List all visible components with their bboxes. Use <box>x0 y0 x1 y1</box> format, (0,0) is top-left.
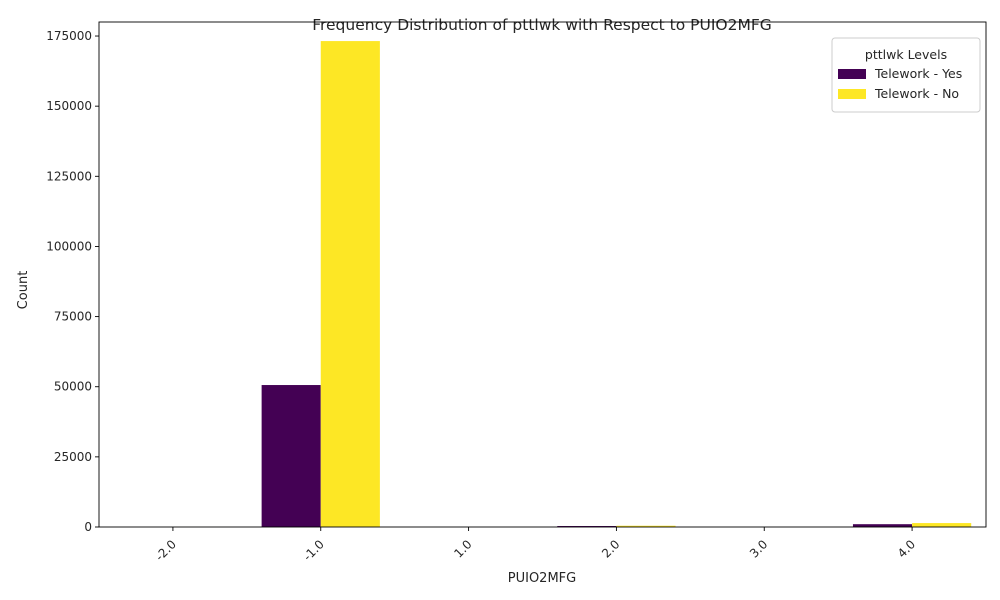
legend-box <box>831 37 981 113</box>
y-axis-label: Count <box>16 271 31 310</box>
y-tick-label: 50000 <box>54 380 92 394</box>
legend-items: Telework - Yes Telework - No <box>838 66 962 101</box>
bar-telework-yes-5 <box>852 524 913 527</box>
x-tick-label: 2.0 <box>599 537 622 560</box>
x-tick-label: -2.0 <box>153 537 179 563</box>
y-tick-label: 0 <box>84 520 92 534</box>
y-tick-label: 175000 <box>46 29 92 43</box>
bar-telework-no-1 <box>320 41 380 527</box>
x-tick-label: 4.0 <box>895 537 918 560</box>
y-tick-label: 25000 <box>54 450 92 464</box>
y-tick-label: 75000 <box>54 310 92 324</box>
legend-entry-label: Telework - No <box>874 86 959 101</box>
legend-title: pttlwk Levels <box>865 47 947 62</box>
plot-frame <box>98 21 987 528</box>
bar-telework-yes-3 <box>557 526 617 527</box>
y-tick-label: 150000 <box>46 99 92 113</box>
legend-swatch <box>838 89 866 99</box>
bar-telework-no-3 <box>616 525 676 527</box>
x-tick-label: -1.0 <box>300 537 326 563</box>
x-axis-ticks: -2.0 -1.0 1.0 2.0 3.0 4.0 <box>153 527 918 564</box>
y-tick-label: 100000 <box>46 239 92 253</box>
legend-entry-label: Telework - Yes <box>874 66 962 81</box>
y-tick-label: 125000 <box>46 169 92 183</box>
bar-telework-no-5 <box>912 523 972 527</box>
legend: pttlwk Levels Telework - Yes Telework - N… <box>831 37 981 113</box>
x-tick-label: 1.0 <box>451 537 474 560</box>
x-tick-label: 3.0 <box>747 537 770 560</box>
x-axis-label: PUIO2MFG <box>508 571 576 586</box>
y-axis-ticks: 0 25000 50000 75000 100000 125000 150000 175000 <box>46 29 99 534</box>
legend-swatch <box>838 69 866 79</box>
bar-telework-yes-1 <box>261 385 321 527</box>
chart-title: Frequency Distribution of pttlwk with Re… <box>312 16 772 34</box>
bars-group <box>113 41 972 527</box>
